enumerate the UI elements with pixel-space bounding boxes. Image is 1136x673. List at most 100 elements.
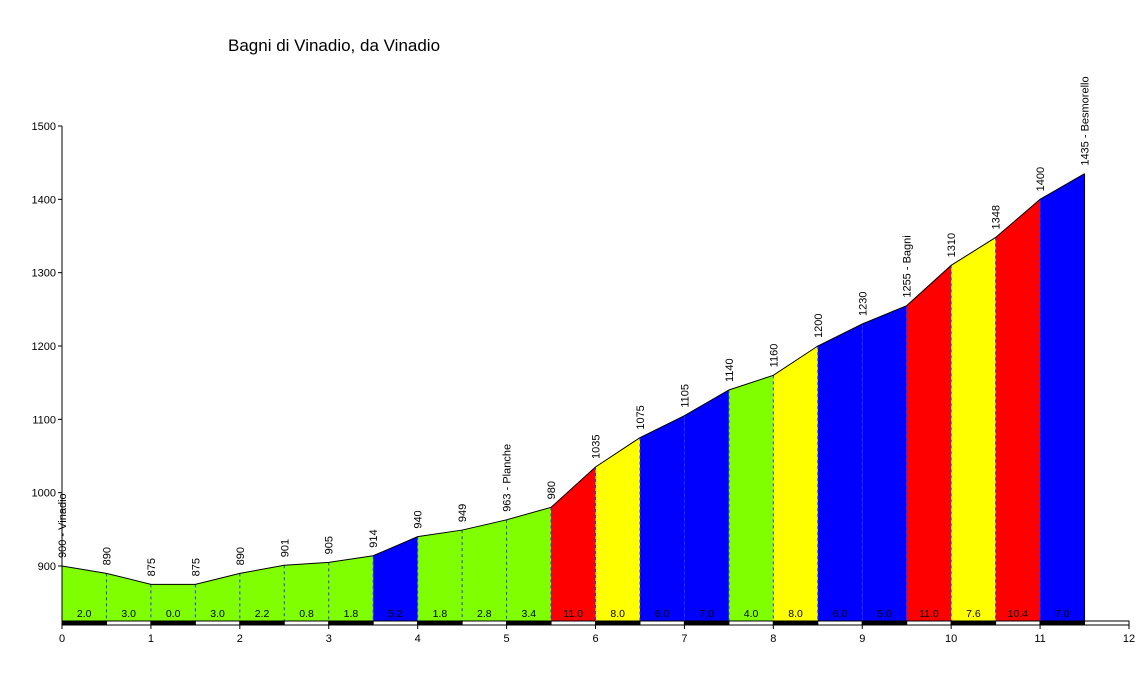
x-tick-label: 4 — [415, 633, 421, 645]
gradient-label: 3.0 — [121, 608, 136, 620]
scale-bar-cell — [728, 620, 774, 626]
gradient-label: 1.8 — [344, 608, 359, 620]
scale-bar-cell — [595, 620, 641, 626]
scale-bar-cell — [283, 620, 330, 626]
gradient-label: 6.0 — [833, 608, 848, 620]
gradient-label: 6.0 — [655, 608, 670, 620]
gradient-segment — [995, 199, 1041, 622]
elevation-label: 1310 — [946, 233, 958, 257]
gradient-segment — [595, 437, 640, 621]
gradient-segment — [862, 305, 907, 621]
scale-bar-cell — [150, 620, 196, 626]
scale-bar-cell — [417, 620, 463, 626]
gradient-segment — [728, 375, 774, 621]
gradient-segment — [150, 584, 196, 621]
x-tick-label: 10 — [945, 633, 957, 645]
scale-bar-cell — [550, 620, 597, 626]
elevation-label: 963 - Planche — [502, 444, 514, 512]
elevation-label: 1105 — [679, 384, 691, 408]
scale-bar-cell — [817, 620, 863, 626]
scale-bar-cell — [772, 620, 819, 626]
y-tick-label: 1500 — [32, 121, 56, 133]
gradient-segment — [506, 507, 552, 621]
scale-bar-cell — [328, 620, 374, 626]
elevation-label: 940 — [413, 510, 425, 528]
gradient-label: 8.0 — [610, 608, 625, 620]
gradient-label: 4.0 — [744, 608, 759, 620]
chart-title: Bagni di Vinadio, da Vinadio — [228, 36, 440, 55]
x-tick-label: 0 — [59, 633, 65, 645]
x-tick-label: 5 — [504, 633, 510, 645]
elevation-label: 1230 — [857, 292, 869, 316]
gradient-segment — [284, 562, 329, 621]
gradient-label: 7.6 — [966, 608, 981, 620]
scale-bar-cell — [1084, 620, 1130, 626]
gradient-segment — [817, 324, 863, 621]
profile-polyline — [61, 173, 1085, 585]
gradient-label: 1.8 — [433, 608, 448, 620]
scale-bar-cell — [506, 620, 552, 626]
gradient-label: 2.0 — [77, 608, 92, 620]
y-tick-label: 900 — [38, 561, 56, 573]
x-tick-label: 3 — [326, 633, 332, 645]
elevation-label: 901 — [279, 539, 291, 557]
elevation-label: 1075 — [635, 405, 647, 429]
gradient-segment — [1040, 173, 1085, 621]
elevation-label: 1140 — [724, 358, 736, 382]
elevation-label: 949 — [457, 504, 469, 522]
gradient-segment — [773, 346, 818, 621]
gradient-segments — [62, 173, 1085, 622]
x-tick-label: 1 — [148, 633, 154, 645]
elevation-label: 1435 - Besmorello — [1080, 76, 1092, 165]
gradient-label: 11.0 — [563, 608, 583, 620]
scale-bar-cell — [639, 620, 685, 626]
distance-scale-bar — [61, 620, 1130, 626]
gradient-segment — [684, 390, 729, 621]
elevation-label: 1035 — [591, 435, 603, 459]
gradient-segment — [373, 536, 418, 621]
scale-bar-cell — [1039, 620, 1086, 626]
gradient-label: 5.0 — [877, 608, 892, 620]
scale-bar-cell — [372, 620, 419, 626]
x-tick-label: 11 — [1034, 633, 1045, 645]
scale-bar-cell — [61, 620, 107, 626]
scale-bar-cell — [906, 620, 952, 626]
scale-bar-cell — [950, 620, 997, 626]
scale-bar-cell — [105, 620, 152, 626]
gradient-segment — [462, 519, 507, 621]
gradient-label: 7.0 — [699, 608, 714, 620]
gradient-label: 8.0 — [788, 608, 803, 620]
gradient-label: 5.2 — [388, 608, 403, 620]
x-tick-label: 6 — [592, 633, 598, 645]
gradient-segment — [195, 573, 240, 621]
elevation-label: 1160 — [768, 344, 780, 368]
x-tick-label: 7 — [681, 633, 687, 645]
gradient-segment — [328, 555, 374, 621]
elevation-label: 980 — [546, 481, 558, 499]
scale-bar-cell — [461, 620, 508, 626]
x-tick-label: 12 — [1123, 633, 1135, 645]
scale-bar-cell — [995, 620, 1041, 626]
elevation-label: 890 — [101, 547, 113, 565]
x-tick-label: 9 — [859, 633, 865, 645]
elevation-label: 890 — [235, 547, 247, 565]
elevation-label: 875 — [190, 558, 202, 576]
gradient-label: 7.0 — [1055, 608, 1070, 620]
gradient-segment — [551, 467, 596, 621]
gradient-segment — [906, 265, 952, 621]
scale-bar-cell — [239, 620, 285, 626]
gradient-label: 0.8 — [299, 608, 314, 620]
x-tick-label: 8 — [770, 633, 776, 645]
gradient-segment — [106, 573, 151, 621]
elevation-label: 1400 — [1035, 167, 1047, 191]
gradient-label: 3.4 — [522, 608, 537, 620]
gradient-segment — [951, 237, 996, 621]
gradient-label: 2.2 — [255, 608, 270, 620]
y-tick-label: 1000 — [32, 488, 56, 500]
gradient-label: 3.0 — [210, 608, 225, 620]
gradient-labels: 2.0 3.0 0.0 3.0 2.2 0.8 1.8 5.2 1.8 2.8 3.4 11.0 8.0… — [77, 608, 1070, 620]
elevation-label: 1255 - Bagni — [902, 235, 914, 297]
elevation-label: 900 - Vinadio — [57, 493, 69, 558]
